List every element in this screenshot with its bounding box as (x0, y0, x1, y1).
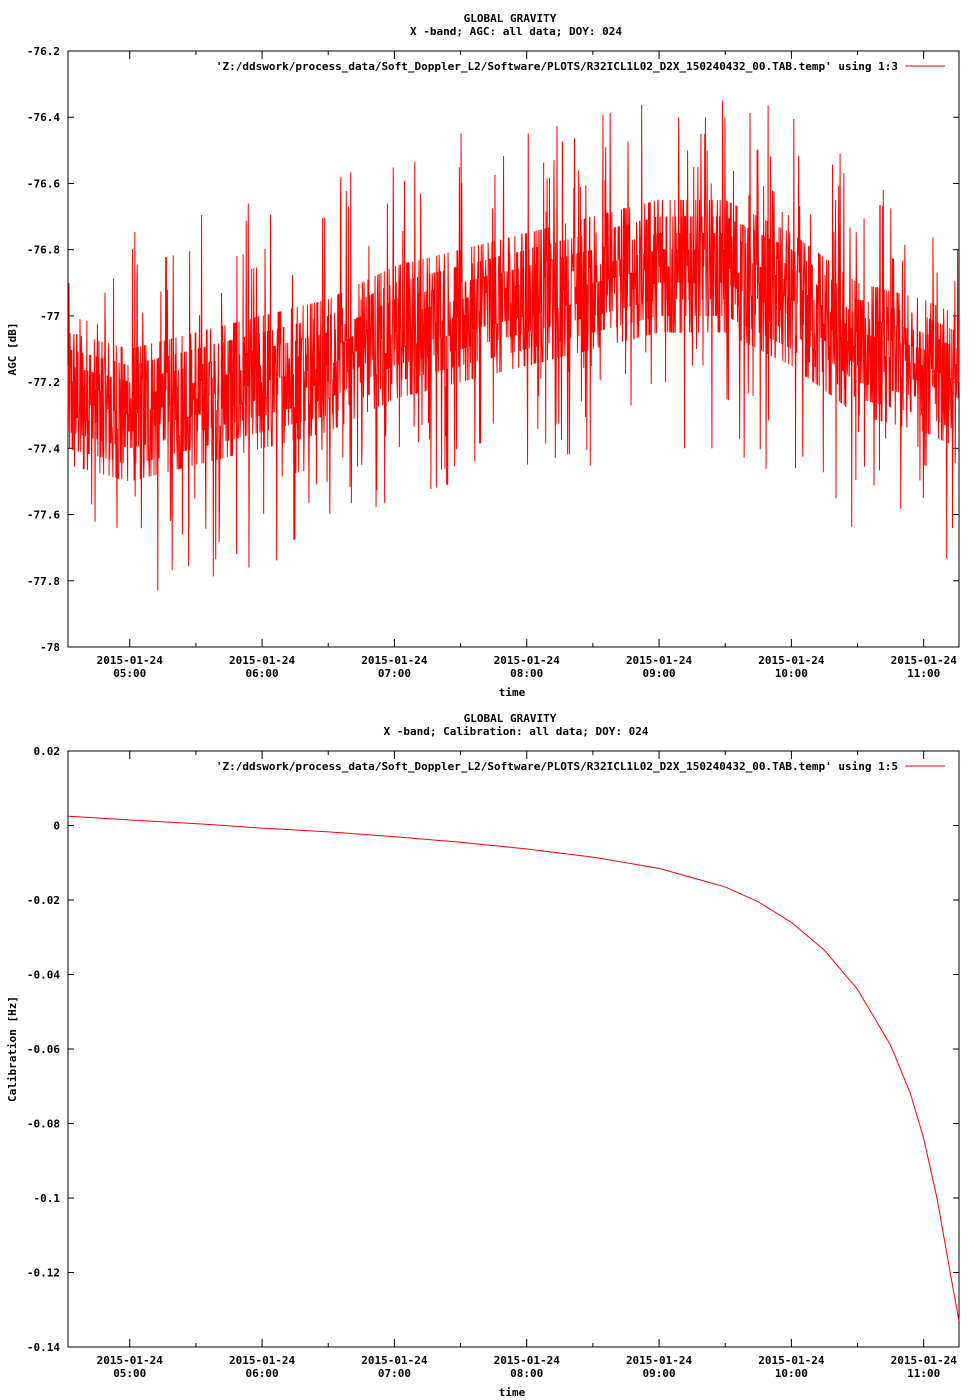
calibration-x-tick-time: 08:00 (510, 1367, 543, 1380)
agc-y-axis: -76.2 -76.4 -76.6 -76.8 -77 -77.2 -77.4 -77.6 -7… (27, 45, 959, 654)
calibration-x-tick-time: 05:00 (113, 1367, 146, 1380)
calibration-x-tick-date: 2015-01-24 (361, 1354, 428, 1367)
calibration-series-line (67, 815, 960, 1322)
calibration-x-tick-date: 2015-01-24 (229, 1354, 296, 1367)
calibration-x-tick-date: 2015-01-24 (891, 1354, 958, 1367)
calibration-x-tick-date: 2015-01-24 (758, 1354, 825, 1367)
agc-x-tick-time: 07:00 (378, 667, 411, 680)
agc-y-tick-label: -76.2 (27, 45, 60, 58)
agc-series-line (67, 100, 960, 591)
agc-chart-subtitle: X -band; AGC: all data; DOY: 024 (410, 25, 622, 38)
agc-x-tick-time: 05:00 (113, 667, 146, 680)
agc-x-axis: 2015-01-2405:002015-01-2406:002015-01-24… (97, 51, 958, 680)
agc-x-tick-time: 06:00 (246, 667, 279, 680)
agc-y-tick-label: -77.8 (27, 575, 60, 588)
calibration-x-tick-date: 2015-01-24 (494, 1354, 561, 1367)
calibration-plot-frame (67, 750, 960, 1348)
agc-x-tick-date: 2015-01-24 (494, 654, 561, 667)
agc-x-axis-label: time (499, 686, 526, 699)
calibration-x-tick-time: 07:00 (378, 1367, 411, 1380)
calibration-x-tick-date: 2015-01-24 (626, 1354, 693, 1367)
agc-y-tick-label: -76.8 (27, 244, 60, 257)
calibration-legend-label: 'Z:/ddswork/process_data/Soft_Doppler_L2… (216, 760, 898, 773)
agc-x-tick-date: 2015-01-24 (758, 654, 825, 667)
calibration-y-tick-label: -0.12 (27, 1267, 60, 1280)
calibration-x-tick-time: 11:00 (907, 1367, 940, 1380)
calibration-y-axis-label: Calibration [Hz] (6, 996, 19, 1102)
calibration-y-tick-label: 0 (53, 820, 60, 833)
agc-x-tick-date: 2015-01-24 (891, 654, 958, 667)
calibration-x-tick-time: 10:00 (775, 1367, 808, 1380)
agc-y-tick-label: -77.6 (27, 509, 60, 522)
agc-y-tick-label: -77.4 (27, 442, 60, 455)
calibration-chart-subtitle: X -band; Calibration: all data; DOY: 024 (384, 725, 649, 738)
calibration-y-tick-label: -0.04 (27, 969, 60, 982)
agc-x-tick-time: 09:00 (642, 667, 675, 680)
agc-x-tick-date: 2015-01-24 (229, 654, 296, 667)
agc-x-tick-time: 10:00 (775, 667, 808, 680)
calibration-y-tick-label: -0.06 (27, 1043, 60, 1056)
calibration-y-tick-label: -0.1 (34, 1192, 61, 1205)
agc-legend-label: 'Z:/ddswork/process_data/Soft_Doppler_L2… (216, 60, 898, 73)
calibration-x-tick-time: 06:00 (246, 1367, 279, 1380)
calibration-x-tick-date: 2015-01-24 (97, 1354, 164, 1367)
calibration-x-axis: 2015-01-2405:002015-01-2406:002015-01-24… (97, 751, 958, 1380)
agc-x-tick-time: 08:00 (510, 667, 543, 680)
calibration-y-tick-label: -0.14 (27, 1341, 60, 1354)
calibration-y-axis: 0.02 0 -0.02 -0.04 -0.06 -0.08 -0.1 -0.12 -0.14 (27, 745, 959, 1354)
calibration-x-tick-time: 09:00 (642, 1367, 675, 1380)
agc-y-tick-label: -77 (40, 310, 60, 323)
calibration-y-tick-label: -0.02 (27, 894, 60, 907)
calibration-chart: GLOBAL GRAVITY X -band; Calibration: all… (6, 712, 960, 1399)
calibration-y-tick-label: 0.02 (34, 745, 61, 758)
agc-chart-title: GLOBAL GRAVITY (464, 12, 557, 25)
agc-y-tick-label: -76.6 (27, 177, 60, 190)
calibration-y-tick-label: -0.08 (27, 1118, 60, 1131)
calibration-x-axis-label: time (499, 1386, 526, 1399)
agc-x-tick-date: 2015-01-24 (626, 654, 693, 667)
agc-y-tick-label: -78 (40, 641, 60, 654)
agc-y-axis-label: AGC [dB] (6, 323, 19, 376)
agc-x-tick-time: 11:00 (907, 667, 940, 680)
calibration-chart-title: GLOBAL GRAVITY (464, 712, 557, 725)
agc-chart: GLOBAL GRAVITY X -band; AGC: all data; D… (6, 12, 960, 699)
agc-x-tick-date: 2015-01-24 (361, 654, 428, 667)
agc-x-tick-date: 2015-01-24 (97, 654, 164, 667)
agc-y-tick-label: -77.2 (27, 376, 60, 389)
agc-y-tick-label: -76.4 (27, 111, 60, 124)
